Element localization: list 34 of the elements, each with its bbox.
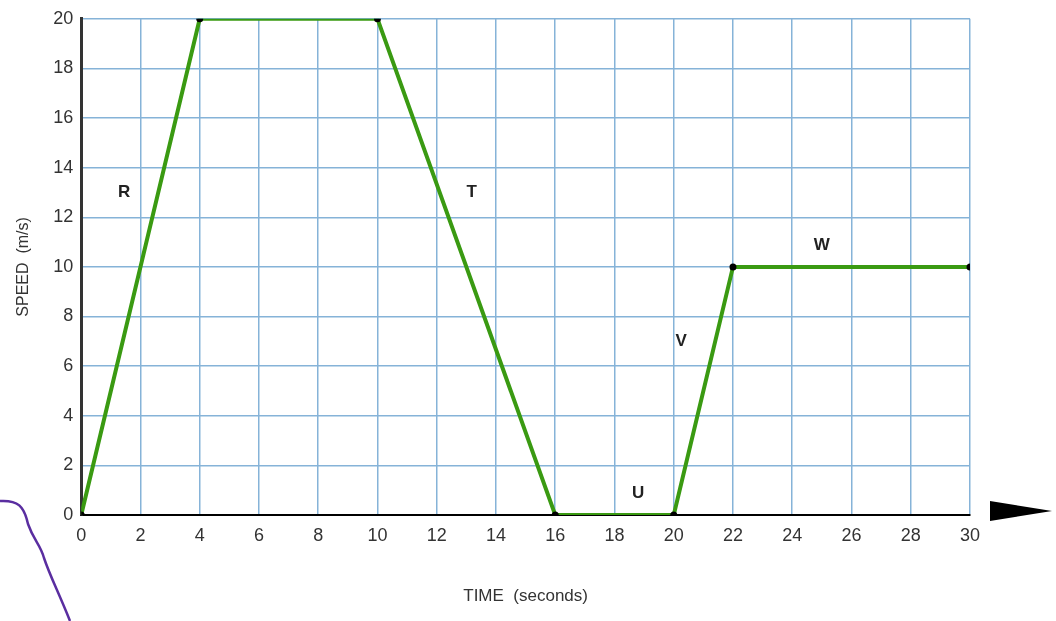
annotation: W (813, 234, 831, 254)
y-tick-label: 0 (63, 503, 74, 524)
y-tick-label: 16 (53, 107, 74, 128)
x-tick-label: 2 (135, 524, 146, 545)
y-tick-label: 12 (53, 206, 74, 227)
x-tick-label: 8 (313, 524, 324, 545)
y-tick-label: 14 (53, 156, 74, 177)
x-tick-label: 30 (959, 524, 981, 545)
y-tick-label: 18 (53, 57, 74, 78)
x-tick-label: 20 (663, 524, 684, 545)
x-tick-label: 14 (485, 524, 506, 545)
annotation: T (466, 182, 478, 202)
x-tick-label: 22 (722, 524, 744, 545)
x-tick-label: 18 (604, 524, 625, 545)
x-tick-label: 0 (76, 524, 87, 545)
y-tick-label: 10 (53, 255, 74, 276)
y-tick-label: 8 (63, 305, 74, 326)
x-tick-label: 4 (194, 524, 205, 545)
x-tick-label: 26 (841, 524, 862, 545)
x-tick-label: 16 (545, 524, 566, 545)
y-axis-title: SPEED (m/s) (14, 217, 32, 317)
y-tick-label: 6 (63, 355, 74, 376)
annotation: R (118, 182, 131, 202)
x-tick-label: 28 (900, 524, 921, 545)
annotation: U (632, 482, 645, 502)
x-tick-label: 10 (367, 524, 388, 545)
y-tick-label: 4 (63, 404, 74, 425)
x-tick-label: 24 (782, 524, 803, 545)
y-tick-label: 20 (53, 7, 74, 28)
y-tick-label: 2 (63, 454, 74, 475)
annotation: V (675, 331, 688, 351)
x-tick-label: 12 (426, 524, 447, 545)
x-axis-title: TIME (seconds) (463, 586, 588, 606)
x-tick-label: 6 (253, 524, 264, 545)
